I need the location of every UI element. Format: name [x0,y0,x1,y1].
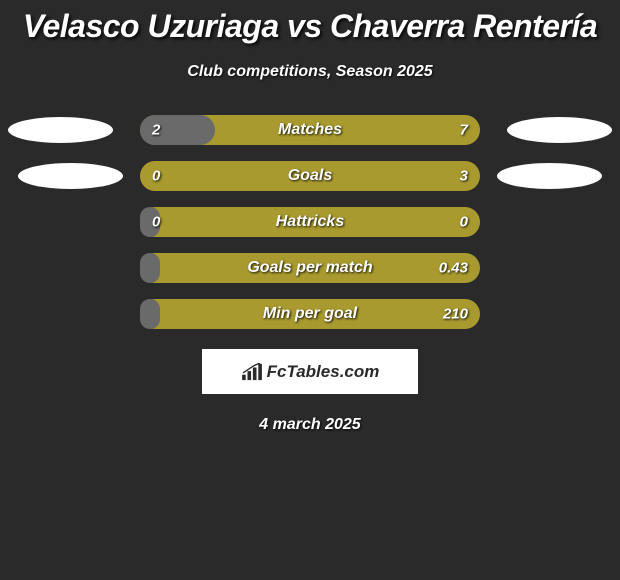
stat-value-right: 7 [460,122,468,139]
stat-bar: Min per goal210 [140,299,480,329]
stat-bar: Matches2 7 [140,115,480,145]
stat-label: Matches [140,121,480,139]
stat-bar: Goals per match0.43 [140,253,480,283]
stats-area: Matches27Goals03Hattricks00Goals per mat… [0,115,620,329]
stat-label: Hattricks [140,213,480,231]
brand-label: FcTables.com [241,362,380,382]
player-left-marker [18,163,123,189]
stat-bar: Hattricks0 0 [140,207,480,237]
brand-box[interactable]: FcTables.com [202,349,418,394]
page-title: Velasco Uzuriaga vs Chaverra Rentería [0,8,620,45]
stat-row: Hattricks0 0 [0,207,620,237]
footer-date: 4 march 2025 [0,416,620,434]
stat-value-right: 0.43 [439,260,468,277]
stat-bar: Goals0 3 [140,161,480,191]
stat-label: Min per goal [140,305,480,323]
stat-value-right: 3 [460,168,468,185]
stat-label: Goals [140,167,480,185]
brand-text: FcTables.com [267,362,380,382]
player-right-marker [507,117,612,143]
stat-row: Goals0 3 [0,161,620,191]
chart-icon [241,363,263,381]
stat-row: Goals per match0.43 [0,253,620,283]
main-container: Velasco Uzuriaga vs Chaverra Rentería Cl… [0,0,620,434]
stat-label: Goals per match [140,259,480,277]
stat-value-left: 2 [152,122,160,139]
stat-row: Matches2 7 [0,115,620,145]
player-right-marker [497,163,602,189]
stat-value-right: 210 [443,306,468,323]
stat-value-left: 0 [152,168,160,185]
player-left-marker [8,117,113,143]
stat-row: Min per goal210 [0,299,620,329]
stat-value-left: 0 [152,214,160,231]
subtitle: Club competitions, Season 2025 [0,63,620,81]
stat-value-right: 0 [460,214,468,231]
